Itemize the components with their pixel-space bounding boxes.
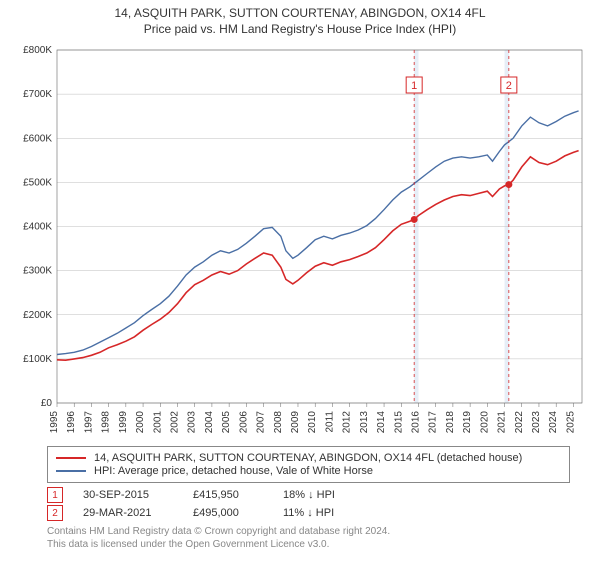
svg-text:2013: 2013 <box>359 411 370 434</box>
svg-text:2024: 2024 <box>548 411 559 434</box>
footer-line-1: Contains HM Land Registry data © Crown c… <box>47 525 570 538</box>
svg-text:2005: 2005 <box>221 411 232 434</box>
svg-text:2017: 2017 <box>428 411 439 434</box>
svg-text:1996: 1996 <box>66 411 77 434</box>
svg-text:2021: 2021 <box>497 411 508 434</box>
legend-item: HPI: Average price, detached house, Vale… <box>56 465 561 477</box>
svg-text:2002: 2002 <box>169 411 180 434</box>
svg-text:2016: 2016 <box>410 411 421 434</box>
event-date: 30-SEP-2015 <box>83 489 193 501</box>
svg-text:2009: 2009 <box>290 411 301 434</box>
legend: 14, ASQUITH PARK, SUTTON COURTENAY, ABIN… <box>47 446 570 483</box>
event-badge: 2 <box>47 505 63 521</box>
svg-text:2007: 2007 <box>256 411 267 434</box>
footer-line-2: This data is licensed under the Open Gov… <box>47 538 570 551</box>
event-date: 29-MAR-2021 <box>83 507 193 519</box>
svg-text:1997: 1997 <box>83 411 94 434</box>
svg-text:2025: 2025 <box>565 411 576 434</box>
svg-text:2004: 2004 <box>204 411 215 434</box>
svg-text:2012: 2012 <box>342 411 353 434</box>
chart-title: 14, ASQUITH PARK, SUTTON COURTENAY, ABIN… <box>0 6 600 20</box>
svg-text:2000: 2000 <box>135 411 146 434</box>
event-pct: 11% ↓ HPI <box>283 507 423 519</box>
svg-text:2008: 2008 <box>273 411 284 434</box>
svg-text:2014: 2014 <box>376 411 387 434</box>
svg-text:£800K: £800K <box>23 45 52 56</box>
svg-text:2023: 2023 <box>531 411 542 434</box>
svg-text:£400K: £400K <box>23 222 52 233</box>
legend-label: 14, ASQUITH PARK, SUTTON COURTENAY, ABIN… <box>94 452 522 464</box>
event-row: 2 29-MAR-2021£495,00011% ↓ HPI <box>47 505 570 521</box>
event-price: £415,950 <box>193 489 283 501</box>
svg-text:2015: 2015 <box>393 411 404 434</box>
svg-text:£600K: £600K <box>23 133 52 144</box>
svg-text:2022: 2022 <box>514 411 525 434</box>
svg-text:2001: 2001 <box>152 411 163 434</box>
event-table: 1 30-SEP-2015£415,95018% ↓ HPI 2 29-MAR-202… <box>47 487 570 521</box>
svg-text:£300K: £300K <box>23 266 52 277</box>
svg-text:1999: 1999 <box>118 411 129 434</box>
chart-subtitle: Price paid vs. HM Land Registry's House … <box>0 22 600 36</box>
svg-text:2010: 2010 <box>307 411 318 434</box>
legend-item: 14, ASQUITH PARK, SUTTON COURTENAY, ABIN… <box>56 452 561 464</box>
svg-text:1998: 1998 <box>101 411 112 434</box>
svg-text:£0: £0 <box>41 398 53 409</box>
svg-text:2011: 2011 <box>324 411 335 433</box>
svg-text:£700K: £700K <box>23 89 52 100</box>
svg-text:2: 2 <box>506 80 512 92</box>
svg-text:1: 1 <box>411 80 417 92</box>
svg-text:2020: 2020 <box>479 411 490 434</box>
legend-swatch <box>56 457 86 459</box>
svg-text:£200K: £200K <box>23 310 52 321</box>
event-row: 1 30-SEP-2015£415,95018% ↓ HPI <box>47 487 570 503</box>
event-price: £495,000 <box>193 507 283 519</box>
legend-label: HPI: Average price, detached house, Vale… <box>94 465 373 477</box>
chart-canvas: £0 £100K £200K £300K £400K £500K £600K £700K £80… <box>10 40 590 440</box>
event-badge: 1 <box>47 487 63 503</box>
legend-swatch <box>56 470 86 472</box>
svg-text:2003: 2003 <box>187 411 198 434</box>
svg-text:2006: 2006 <box>238 411 249 434</box>
svg-text:£500K: £500K <box>23 177 52 188</box>
event-pct: 18% ↓ HPI <box>283 489 423 501</box>
footer-attribution: Contains HM Land Registry data © Crown c… <box>47 525 570 551</box>
svg-text:2019: 2019 <box>462 411 473 434</box>
svg-text:2018: 2018 <box>445 411 456 434</box>
svg-text:1995: 1995 <box>49 411 60 434</box>
svg-text:£100K: £100K <box>23 354 52 365</box>
